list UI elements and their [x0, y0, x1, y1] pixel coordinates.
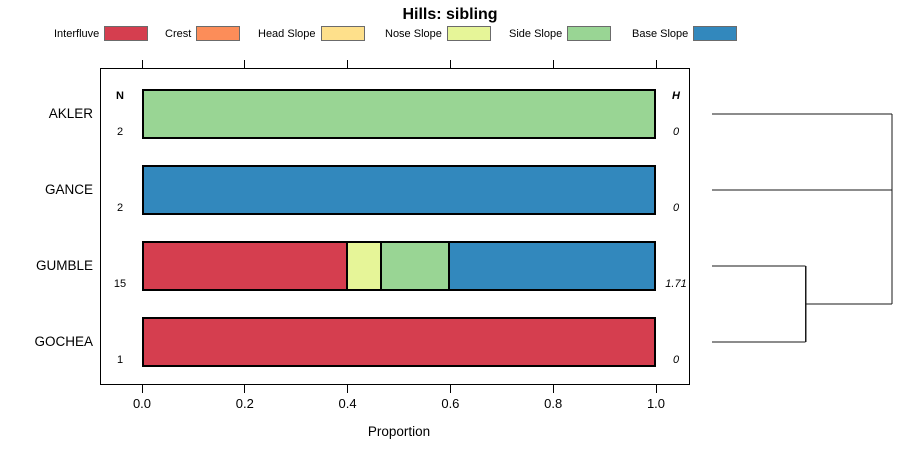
n-value: 2 [116, 126, 124, 138]
bar-row [142, 165, 656, 215]
x-axis-tick-bottom [552, 385, 554, 393]
h-column-header: H [672, 90, 680, 102]
x-axis-tick-label: 0.2 [235, 396, 254, 411]
x-axis-tick-top [655, 60, 657, 68]
bar-segment [345, 241, 382, 291]
n-value: 15 [113, 278, 127, 290]
legend-swatch [446, 26, 491, 41]
legend-swatch [196, 26, 241, 41]
n-value: 1 [116, 354, 124, 366]
x-axis-tick-top [244, 60, 246, 68]
legend-swatch [104, 26, 149, 41]
x-axis-tick-label: 0.8 [544, 396, 563, 411]
legend-item: Nose Slope [385, 25, 491, 42]
x-axis-tick-bottom [655, 385, 657, 393]
x-axis-tick-top [449, 60, 451, 68]
chart-title: Hills: sibling [402, 6, 498, 23]
bar-segment [142, 89, 656, 139]
bar-row [142, 317, 656, 367]
h-value: 0 [672, 202, 680, 214]
y-axis-label: GOCHEA [34, 334, 93, 349]
legend-item: Crest [165, 25, 241, 42]
y-axis-label: GANCE [44, 182, 93, 197]
x-axis-tick-top [141, 60, 143, 68]
h-value: 0 [672, 354, 680, 366]
plot-box [100, 68, 690, 385]
legend-swatch [567, 26, 612, 41]
y-axis-label: AKLER [48, 106, 93, 121]
legend-label: Nose Slope [385, 27, 442, 40]
x-axis-tick-bottom [449, 385, 451, 393]
legend-item: Head Slope [258, 25, 365, 42]
x-axis-tick-bottom [141, 385, 143, 393]
n-column-header: N [116, 90, 124, 102]
x-axis-tick-label: 0.0 [132, 396, 152, 411]
bar-segment [142, 165, 656, 215]
x-axis-tick-bottom [347, 385, 349, 393]
legend-swatch [693, 26, 738, 41]
dendrogram [712, 113, 893, 343]
bar-segment [142, 317, 656, 367]
bar-segment [142, 241, 348, 291]
h-value: 1.71 [665, 278, 687, 290]
x-axis-tick-label: 0.4 [338, 396, 357, 411]
legend-label: Crest [165, 27, 192, 40]
legend-label: Interfluve [54, 27, 100, 40]
x-axis-tick-label: 1.0 [646, 396, 666, 411]
bar-segment [448, 241, 656, 291]
y-axis-label: GUMBLE [35, 258, 93, 273]
dendrogram-links [712, 113, 893, 343]
legend-swatch [320, 26, 365, 41]
x-axis-tick-top [552, 60, 554, 68]
x-axis-tick-top [347, 60, 349, 68]
legend-label: Head Slope [258, 27, 316, 40]
legend-item: Interfluve [54, 25, 149, 42]
legend-item: Base Slope [632, 25, 738, 42]
x-axis-tick-bottom [244, 385, 246, 393]
h-value: 0 [672, 126, 680, 138]
x-axis-tick-label: 0.6 [441, 396, 460, 411]
bar-segment [379, 241, 451, 291]
bar-row [142, 89, 656, 139]
bar-row [142, 241, 656, 291]
n-value: 2 [116, 202, 124, 214]
legend-item: Side Slope [509, 25, 612, 42]
x-axis-title: Proportion [367, 424, 431, 439]
legend-label: Side Slope [509, 27, 563, 40]
legend-label: Base Slope [632, 27, 689, 40]
